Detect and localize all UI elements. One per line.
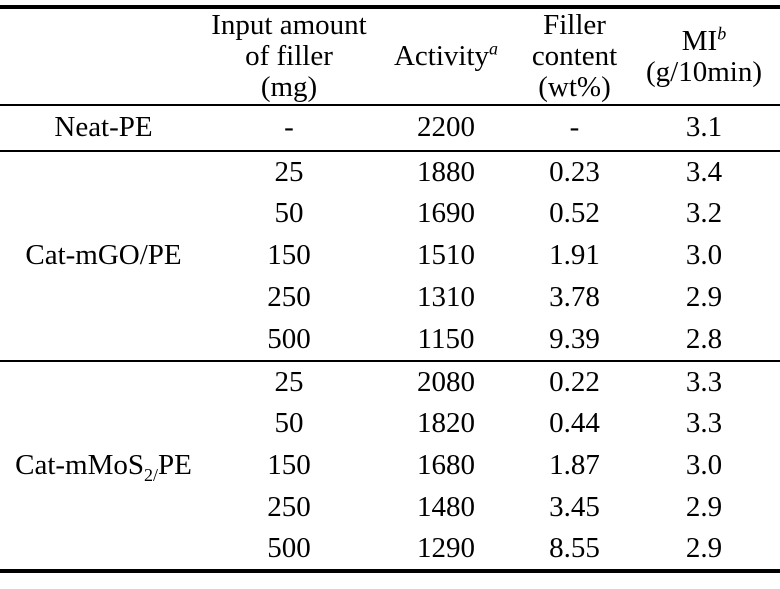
filler-cell: 8.55 <box>549 532 600 565</box>
input-cell: 250 <box>267 281 311 314</box>
header-line: content <box>531 40 618 72</box>
mi-cell: 2.9 <box>685 491 723 524</box>
sample-name: Cat-mGO/PE <box>25 239 182 272</box>
table-row: 50 1690 0.52 3.2 <box>0 193 780 235</box>
filler-cell: 0.52 <box>549 197 600 230</box>
table-row-neat-pe: Neat-PE - 2200 - 3.1 <box>0 105 780 151</box>
activity-cell: 2080 <box>417 365 475 398</box>
filler-cell: 9.39 <box>549 322 600 355</box>
filler-cell: - <box>569 111 580 144</box>
input-cell: 500 <box>267 322 311 355</box>
mi-cell: 2.9 <box>685 532 723 565</box>
sample-subscript: 2/ <box>144 464 159 485</box>
filler-cell: 0.44 <box>549 407 600 440</box>
activity-cell: 1680 <box>417 449 475 482</box>
activity-cell: 1510 <box>417 239 475 272</box>
footnote-marker-b: b <box>717 22 727 43</box>
header-line: of filler <box>245 40 333 72</box>
table-row: 500 1290 8.55 2.9 <box>0 529 780 571</box>
header-line: (g/10min) <box>646 55 762 88</box>
activity-cell: 1480 <box>417 491 475 524</box>
filler-cell: 0.22 <box>549 365 600 398</box>
filler-cell: 3.45 <box>549 491 600 524</box>
activity-cell: 1310 <box>417 281 475 314</box>
input-cell: 250 <box>267 491 311 524</box>
header-line: (mg) <box>260 71 318 103</box>
input-cell: 150 <box>267 239 311 272</box>
input-cell: 50 <box>274 407 304 440</box>
header-line: Filler <box>543 9 606 41</box>
header-line: Input amount <box>211 9 367 41</box>
filler-cell: 1.91 <box>549 239 600 272</box>
mi-cell: 3.4 <box>685 155 723 188</box>
table-row: 150 1510 1.91 3.0 <box>0 235 780 277</box>
table-row: Cat-mMoS2/PE 25 2080 0.22 3.3 <box>0 361 780 484</box>
col-header-mi: MIb (g/10min) <box>628 7 780 105</box>
activity-cell: 1880 <box>417 155 475 188</box>
input-cell: 50 <box>274 197 304 230</box>
input-cell: 500 <box>267 532 311 565</box>
mi-cell: 3.3 <box>685 407 723 440</box>
activity-cell: 1820 <box>417 407 475 440</box>
table-row: 150 1680 1.87 3.0 <box>0 445 780 487</box>
activity-cell: 1150 <box>417 322 475 355</box>
mi-cell: 2.8 <box>685 322 723 355</box>
mi-label: MI <box>681 24 718 57</box>
activity-label: Activity <box>393 39 490 72</box>
col-header-filler-content: Filler content (wt%) <box>521 7 628 105</box>
activity-cell: 1290 <box>417 532 475 565</box>
header-row: Input amount of filler (mg) Activitya Fi… <box>0 7 780 105</box>
col-header-activity: Activitya <box>371 7 521 105</box>
input-cell: 150 <box>267 449 311 482</box>
sample-cell: Neat-PE <box>54 111 153 144</box>
filler-cell: 3.78 <box>549 281 600 314</box>
col-header-input-amount: Input amount of filler (mg) <box>207 7 371 105</box>
sample-suffix: PE <box>158 448 192 481</box>
sample-name: Cat-mMoS <box>15 448 145 481</box>
table-row: 500 1150 9.39 2.8 <box>0 319 780 361</box>
filler-cell: 0.23 <box>549 155 600 188</box>
input-cell: 25 <box>274 155 304 188</box>
table-row: 50 1820 0.44 3.3 <box>0 403 780 445</box>
mi-cell: 3.1 <box>685 111 723 144</box>
header-line: (wt%) <box>538 71 611 103</box>
activity-cell: 1690 <box>417 197 475 230</box>
mi-cell: 3.2 <box>685 197 723 230</box>
sample-cell-cat-mmos2-pe: Cat-mMoS2/PE <box>0 361 207 571</box>
mi-cell: 3.0 <box>685 239 723 272</box>
mi-cell: 2.9 <box>685 281 723 314</box>
filler-cell: 1.87 <box>549 449 600 482</box>
table-row: 250 1310 3.78 2.9 <box>0 277 780 319</box>
mi-cell: 3.3 <box>685 365 723 398</box>
sample-cell-cat-mgo-pe: Cat-mGO/PE <box>0 151 207 361</box>
footnote-marker-a: a <box>489 37 499 58</box>
header-line: MIb <box>628 22 780 57</box>
table-row: 250 1480 3.45 2.9 <box>0 487 780 529</box>
mi-cell: 3.0 <box>685 449 723 482</box>
activity-cell: 2200 <box>417 111 475 144</box>
results-table: Input amount of filler (mg) Activitya Fi… <box>0 5 780 573</box>
input-cell: - <box>284 111 294 144</box>
input-cell: 25 <box>274 365 304 398</box>
col-header-sample <box>0 7 207 105</box>
table-row: Cat-mGO/PE 25 1880 0.23 3.4 <box>0 151 780 271</box>
